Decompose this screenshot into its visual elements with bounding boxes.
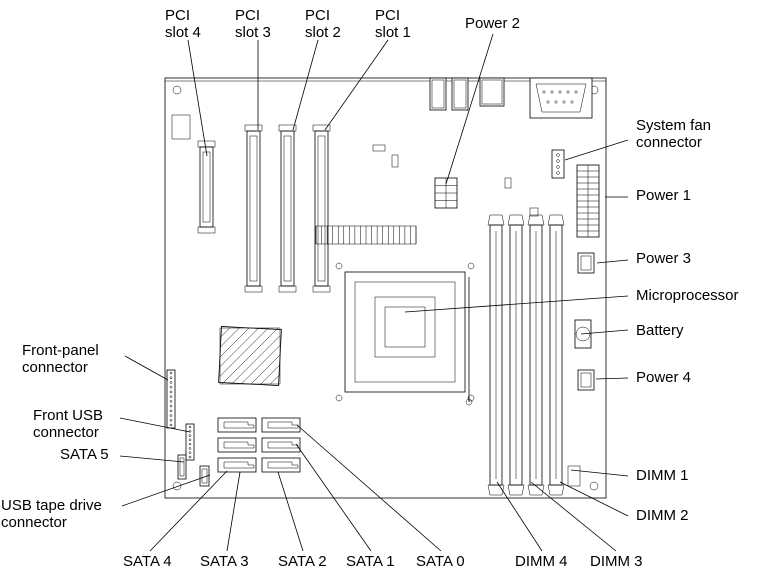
svg-text:DIMM 3: DIMM 3 [590, 553, 643, 570]
label-sysfan: System fanconnector [636, 117, 711, 151]
svg-text:PCI: PCI [235, 7, 260, 24]
svg-text:DIMM 2: DIMM 2 [636, 507, 689, 524]
svg-text:SATA 0: SATA 0 [416, 553, 465, 570]
label-pci3: PCIslot 3 [235, 7, 271, 41]
cpu-socket [336, 263, 474, 405]
label-sata3: SATA 3 [200, 553, 249, 570]
svg-text:SATA 5: SATA 5 [60, 446, 109, 463]
power2-conn [435, 178, 457, 208]
power1-conn [577, 165, 599, 237]
svg-text:PCI: PCI [305, 7, 330, 24]
label-sata4: SATA 4 [123, 553, 172, 570]
svg-text:slot 1: slot 1 [375, 24, 411, 41]
label-pci2: PCIslot 2 [305, 7, 341, 41]
fan-header [552, 150, 564, 178]
svg-text:Power 2: Power 2 [465, 15, 520, 32]
label-dimm2: DIMM 2 [636, 507, 689, 524]
label-battery: Battery [636, 322, 684, 339]
svg-text:slot 4: slot 4 [165, 24, 201, 41]
svg-text:PCI: PCI [165, 7, 190, 24]
label-sata1: SATA 1 [346, 553, 395, 570]
label-pci4: PCIslot 4 [165, 7, 201, 41]
edge-conn [178, 455, 186, 479]
svg-text:Battery: Battery [636, 322, 684, 339]
svg-text:Front USB: Front USB [33, 407, 103, 424]
label-pci1: PCIslot 1 [375, 7, 411, 41]
label-usb_tape: USB tape driveconnector [1, 497, 102, 531]
svg-text:Microprocessor: Microprocessor [636, 287, 739, 304]
svg-text:PCI: PCI [375, 7, 400, 24]
svg-text:connector: connector [22, 359, 88, 376]
svg-text:System fan: System fan [636, 117, 711, 134]
svg-text:connector: connector [636, 134, 702, 151]
svg-text:Power 3: Power 3 [636, 250, 691, 267]
svg-text:Power 4: Power 4 [636, 369, 691, 386]
svg-text:connector: connector [33, 424, 99, 441]
svg-text:connector: connector [1, 514, 67, 531]
label-sata2: SATA 2 [278, 553, 327, 570]
small-conn [578, 370, 594, 390]
svg-text:USB tape drive: USB tape drive [1, 497, 102, 514]
label-sata5: SATA 5 [60, 446, 109, 463]
svg-text:SATA 3: SATA 3 [200, 553, 249, 570]
label-front_panel: Front-panelconnector [22, 342, 99, 376]
svg-text:SATA 2: SATA 2 [278, 553, 327, 570]
label-power1: Power 1 [636, 187, 691, 204]
svg-text:SATA 4: SATA 4 [123, 553, 172, 570]
front-panel-conn [167, 370, 175, 428]
label-dimm1: DIMM 1 [636, 467, 689, 484]
svg-text:slot 2: slot 2 [305, 24, 341, 41]
svg-text:DIMM 1: DIMM 1 [636, 467, 689, 484]
label-power2: Power 2 [465, 15, 520, 32]
label-sata0: SATA 0 [416, 553, 465, 570]
label-dimm3: DIMM 3 [590, 553, 643, 570]
svg-text:Front-panel: Front-panel [22, 342, 99, 359]
label-front_usb: Front USBconnector [33, 407, 103, 441]
label-power3: Power 3 [636, 250, 691, 267]
svg-text:Power 1: Power 1 [636, 187, 691, 204]
label-power4: Power 4 [636, 369, 691, 386]
svg-text:SATA 1: SATA 1 [346, 553, 395, 570]
label-micro: Microprocessor [636, 287, 739, 304]
small-conn [578, 253, 594, 273]
svg-text:DIMM 4: DIMM 4 [515, 553, 568, 570]
svg-text:slot 3: slot 3 [235, 24, 271, 41]
label-dimm4: DIMM 4 [515, 553, 568, 570]
front-usb-conn [186, 424, 194, 460]
